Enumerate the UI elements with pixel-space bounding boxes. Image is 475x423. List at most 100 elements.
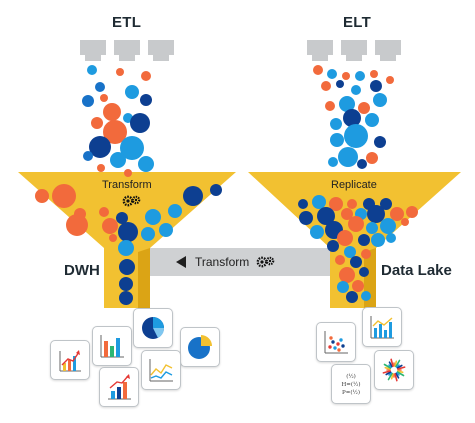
etl-source-taps	[80, 40, 174, 61]
data-bubble	[95, 82, 105, 92]
line-chart-icon	[149, 359, 173, 382]
radial-spoke	[385, 371, 392, 376]
data-bubble	[183, 186, 203, 206]
formula-card: (½) H=(½) P=(½)	[331, 364, 371, 404]
radial-spoke	[396, 371, 405, 377]
radial-spoke	[396, 364, 400, 368]
data-bubble	[140, 94, 152, 106]
data-bubble	[103, 103, 121, 121]
data-bubble	[337, 281, 349, 293]
elt-source-tap-3-nozzle	[380, 55, 396, 61]
pie-chart-card-2	[180, 327, 220, 367]
data-bubble	[370, 80, 382, 92]
transform-pipe	[120, 248, 360, 276]
radial-spoke	[387, 372, 393, 381]
data-bubble	[357, 159, 367, 169]
elt-source-tap-3	[375, 40, 401, 55]
etl-source-tap-2-nozzle	[119, 55, 135, 61]
radial-spoke	[384, 366, 391, 370]
data-bubble	[87, 65, 97, 75]
data-bubble	[299, 211, 313, 225]
elt-source-tap-2-nozzle	[346, 55, 362, 61]
data-bubble	[401, 218, 409, 226]
data-bubble	[343, 109, 361, 127]
radial-spoke	[394, 373, 398, 382]
data-bubble	[325, 101, 335, 111]
pie-chart-icon	[142, 317, 165, 339]
data-bubble	[138, 156, 154, 172]
radial-chart-icon	[382, 358, 406, 382]
data-bubble	[329, 197, 343, 211]
data-bubble	[327, 240, 339, 252]
pie-chart-icon	[188, 335, 212, 359]
data-bubble	[119, 277, 133, 291]
svg-text:(½): (½)	[346, 373, 356, 380]
radial-spoke	[397, 366, 406, 370]
data-bubble	[317, 207, 335, 225]
data-bubble	[145, 209, 161, 225]
data-bubble	[141, 71, 151, 81]
etl-funnel-shade	[138, 248, 150, 308]
data-bubble	[119, 291, 133, 305]
data-bubble	[118, 222, 138, 242]
data-bubble	[386, 76, 394, 84]
data-bubble	[330, 133, 344, 147]
data-bubble	[52, 184, 76, 208]
radial-spoke	[390, 358, 394, 367]
elt-funnel-label: Replicate	[331, 179, 377, 191]
data-bubble	[339, 96, 355, 112]
scatter-plot-icon	[324, 331, 348, 354]
data-bubble	[359, 267, 369, 277]
data-bubble	[337, 230, 353, 246]
data-bubble	[342, 72, 350, 80]
data-bubble	[125, 85, 139, 99]
data-bubble	[366, 152, 378, 164]
data-bubble	[358, 234, 370, 246]
data-bubble	[350, 256, 362, 268]
bar-chart-card	[92, 326, 132, 366]
radial-spoke	[396, 364, 403, 369]
data-bubble	[141, 227, 155, 241]
data-bubble	[339, 267, 355, 283]
pipe-label: Transform	[195, 255, 250, 269]
bar-chart-up-card	[99, 367, 139, 407]
data-bubble	[89, 136, 111, 158]
data-bubble	[327, 69, 337, 79]
data-bubble	[109, 234, 117, 242]
data-bubble	[130, 113, 150, 133]
data-bubble	[344, 246, 356, 258]
data-bubble	[380, 198, 392, 210]
data-bubble	[380, 218, 396, 234]
elt-source-taps	[307, 40, 401, 61]
data-bubble	[373, 93, 387, 107]
radial-spoke	[390, 373, 394, 380]
data-bubble	[91, 117, 103, 129]
data-bubble	[159, 223, 173, 237]
data-bubble	[361, 291, 371, 301]
radial-spoke	[396, 372, 400, 376]
data-bubble	[370, 70, 378, 78]
etl-source-tap-3	[148, 40, 174, 55]
radial-spoke	[382, 370, 391, 374]
data-bubble	[365, 113, 379, 127]
radial-spoke	[397, 370, 404, 374]
scatter-plot-card	[316, 322, 356, 362]
data-bubble	[119, 259, 135, 275]
data-bubble	[103, 120, 127, 144]
etl-source-tap-2	[114, 40, 140, 55]
data-bubble	[361, 249, 371, 259]
data-bubble	[321, 81, 331, 91]
data-bubble	[312, 195, 326, 209]
data-bubble	[116, 212, 128, 224]
pipe-arrow-left-icon	[176, 256, 186, 268]
etl-title: ETL	[112, 14, 142, 31]
data-bubble	[116, 68, 124, 76]
elt-source-tap-1-nozzle	[312, 55, 328, 61]
data-bubble	[390, 207, 404, 221]
elt-title: ELT	[343, 14, 372, 31]
data-bubble	[335, 255, 345, 265]
data-bubble	[328, 157, 338, 167]
data-bubble	[348, 216, 364, 232]
radial-spoke	[388, 372, 392, 376]
data-bubble	[358, 102, 370, 114]
